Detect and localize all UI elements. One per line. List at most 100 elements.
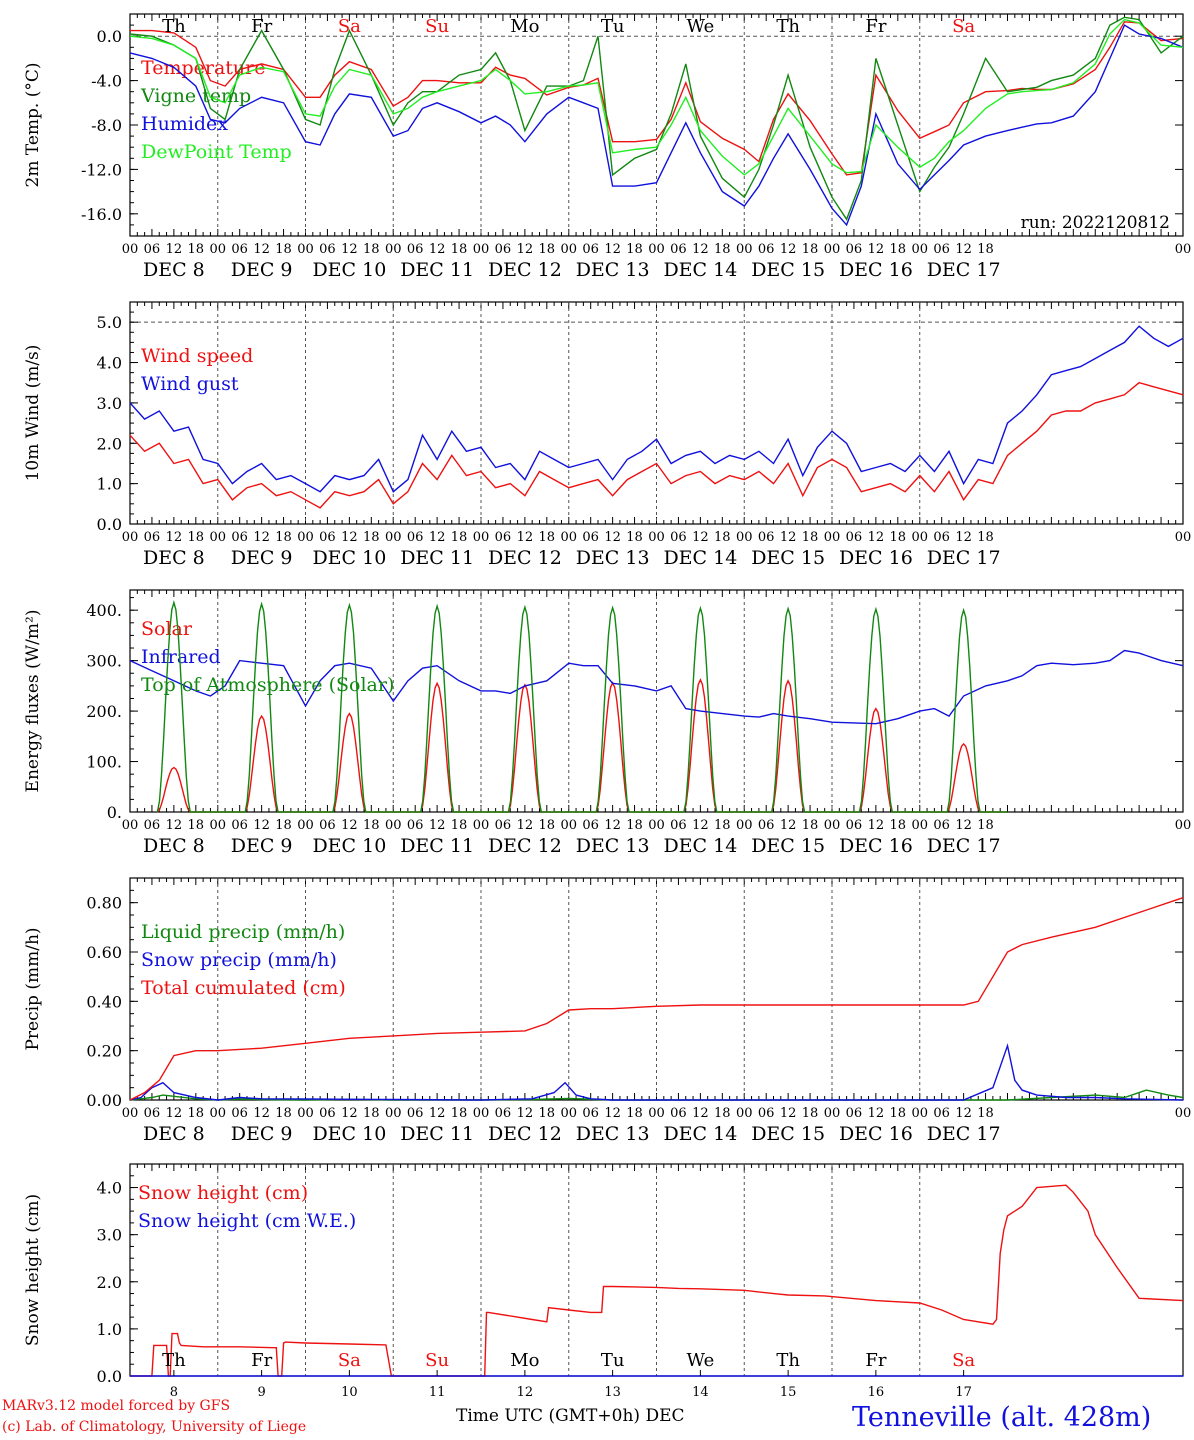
hour-tick-label: 06 bbox=[495, 818, 512, 833]
hour-tick-label: 12 bbox=[604, 242, 621, 257]
y-tick-label: 1.0 bbox=[97, 1320, 122, 1339]
date-label: DEC 9 bbox=[231, 547, 293, 569]
hour-tick-label: 00 bbox=[736, 242, 753, 257]
hour-tick-label: 12 bbox=[166, 242, 183, 257]
hour-tick-label: 18 bbox=[451, 242, 468, 257]
hour-tick-label: 18 bbox=[451, 1106, 468, 1121]
hour-tick-label: 12 bbox=[166, 530, 183, 545]
y-tick-label: 0. bbox=[107, 803, 122, 822]
weekday-label: Fr bbox=[251, 16, 272, 37]
hour-tick-label: 06 bbox=[933, 1106, 950, 1121]
hour-tick-label: 12 bbox=[429, 242, 446, 257]
hour-tick-label: 00 bbox=[122, 1106, 139, 1121]
weekday-label: We bbox=[687, 16, 715, 37]
hour-tick-label: 18 bbox=[977, 1106, 994, 1121]
date-label: DEC 14 bbox=[663, 547, 737, 569]
hour-tick-label: 18 bbox=[890, 530, 907, 545]
hour-tick-label: 12 bbox=[955, 1106, 972, 1121]
hour-tick-label: 18 bbox=[275, 1106, 292, 1121]
y-tick-label: 0.0 bbox=[97, 515, 122, 534]
hour-tick-label: 12 bbox=[955, 242, 972, 257]
hour-tick-label: 18 bbox=[977, 530, 994, 545]
hour-tick-label: 00 bbox=[473, 818, 490, 833]
hour-tick-label: 12 bbox=[604, 1106, 621, 1121]
hour-tick-label: 18 bbox=[626, 530, 643, 545]
hour-tick-label: 18 bbox=[977, 818, 994, 833]
day-number-label: 14 bbox=[692, 1385, 709, 1400]
hour-tick-label: 12 bbox=[692, 242, 709, 257]
hour-tick-label: 06 bbox=[846, 1106, 863, 1121]
hour-tick-label: 12 bbox=[868, 242, 885, 257]
date-label: DEC 8 bbox=[143, 835, 205, 857]
hour-tick-label: 12 bbox=[780, 530, 797, 545]
date-label: DEC 10 bbox=[312, 547, 386, 569]
hour-tick-label: 00 bbox=[1175, 242, 1192, 257]
weekday-label: Tu bbox=[601, 16, 625, 37]
weekday-label: Th bbox=[776, 1350, 800, 1371]
hour-tick-label: 00 bbox=[209, 242, 226, 257]
hour-tick-label: 06 bbox=[407, 530, 424, 545]
y-tick-label: -4.0 bbox=[91, 72, 122, 91]
hour-tick-label: 18 bbox=[802, 1106, 819, 1121]
hour-tick-label: 00 bbox=[209, 818, 226, 833]
legend-entry: Temperature bbox=[141, 57, 265, 79]
series-line-top-of-atmosphere-solar- bbox=[156, 600, 1008, 813]
hour-tick-label: 12 bbox=[166, 1106, 183, 1121]
hour-tick-label: 18 bbox=[539, 1106, 556, 1121]
y-axis-label: Snow height (cm) bbox=[23, 1194, 43, 1346]
date-label: DEC 8 bbox=[143, 547, 205, 569]
y-tick-label: 3.0 bbox=[97, 1226, 122, 1245]
hour-tick-label: 18 bbox=[539, 530, 556, 545]
hour-tick-label: 12 bbox=[868, 530, 885, 545]
hour-tick-label: 06 bbox=[407, 1106, 424, 1121]
hour-tick-label: 00 bbox=[209, 530, 226, 545]
hour-tick-label: 06 bbox=[933, 818, 950, 833]
hour-tick-label: 18 bbox=[626, 242, 643, 257]
legend-entry: Total cumulated (cm) bbox=[141, 977, 346, 999]
y-tick-label: 2.0 bbox=[97, 1273, 122, 1292]
date-label: DEC 10 bbox=[312, 259, 386, 281]
y-tick-label: 0.0 bbox=[97, 1367, 122, 1386]
hour-tick-label: 18 bbox=[188, 1106, 205, 1121]
y-tick-label: 200. bbox=[86, 702, 122, 721]
hour-tick-label: 06 bbox=[758, 1106, 775, 1121]
weekday-label: Fr bbox=[865, 1350, 886, 1371]
y-tick-label: 0.0 bbox=[97, 27, 122, 46]
hour-tick-label: 12 bbox=[341, 242, 358, 257]
date-label: DEC 10 bbox=[312, 835, 386, 857]
date-label: DEC 11 bbox=[400, 547, 474, 569]
hour-tick-label: 00 bbox=[648, 242, 665, 257]
weekday-label: Su bbox=[425, 16, 449, 37]
date-label: DEC 17 bbox=[927, 1123, 1001, 1145]
date-label: DEC 11 bbox=[400, 259, 474, 281]
y-tick-label: 0.80 bbox=[86, 894, 122, 913]
hour-tick-label: 00 bbox=[209, 1106, 226, 1121]
day-number-label: 9 bbox=[257, 1385, 265, 1400]
hour-tick-label: 18 bbox=[890, 242, 907, 257]
hour-tick-label: 06 bbox=[495, 1106, 512, 1121]
hour-tick-label: 06 bbox=[231, 1106, 248, 1121]
copyright-credit: (c) Lab. of Climatology, University of L… bbox=[2, 1419, 307, 1435]
weekday-label: Sa bbox=[952, 16, 975, 37]
hour-tick-label: 06 bbox=[407, 242, 424, 257]
hour-tick-label: 06 bbox=[231, 818, 248, 833]
hour-tick-label: 12 bbox=[341, 530, 358, 545]
day-number-label: 11 bbox=[429, 1385, 446, 1400]
date-label: DEC 16 bbox=[839, 835, 913, 857]
hour-tick-label: 12 bbox=[429, 1106, 446, 1121]
hour-tick-label: 00 bbox=[122, 242, 139, 257]
hour-tick-label: 18 bbox=[363, 530, 380, 545]
y-axis-label: 2m Temp. (°C) bbox=[23, 62, 43, 187]
legend-entry: Snow height (cm W.E.) bbox=[138, 1210, 356, 1232]
hour-tick-label: 06 bbox=[495, 530, 512, 545]
hour-tick-label: 06 bbox=[846, 242, 863, 257]
weekday-label: Fr bbox=[865, 16, 886, 37]
day-number-label: 13 bbox=[604, 1385, 621, 1400]
date-label: DEC 13 bbox=[576, 259, 650, 281]
hour-tick-label: 18 bbox=[275, 242, 292, 257]
hour-tick-label: 12 bbox=[692, 818, 709, 833]
weekday-label: Tu bbox=[601, 1350, 625, 1371]
date-label: DEC 12 bbox=[488, 259, 562, 281]
date-label: DEC 15 bbox=[751, 547, 825, 569]
series-line-vigne-temp bbox=[129, 16, 1184, 221]
